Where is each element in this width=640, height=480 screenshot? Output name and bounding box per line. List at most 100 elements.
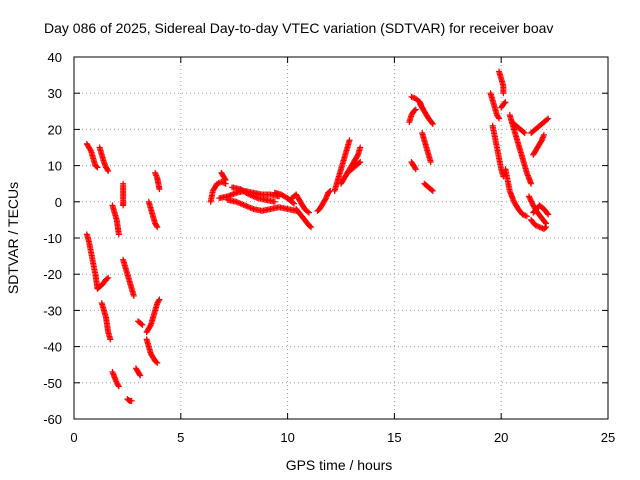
data-series (508, 119, 528, 137)
y-tick-label: 20 (48, 122, 62, 137)
data-point (544, 210, 551, 217)
y-tick-label: 10 (48, 159, 62, 174)
data-point (87, 146, 94, 153)
data-point (104, 275, 111, 282)
data-point (540, 131, 547, 138)
x-tick-label: 10 (280, 430, 294, 445)
data-series (344, 158, 364, 176)
data-point (429, 120, 436, 127)
x-tick-label: 5 (177, 430, 184, 445)
data-series (83, 140, 101, 171)
data-point (107, 336, 114, 343)
data-point (120, 202, 127, 209)
data-point (543, 224, 550, 231)
data-series (293, 206, 315, 231)
data-point (412, 166, 419, 173)
data-point (496, 115, 503, 122)
data-series (530, 202, 552, 218)
data-point (495, 114, 502, 121)
data-series (124, 396, 135, 404)
data-point (104, 166, 111, 173)
y-tick-label: 30 (48, 86, 62, 101)
data-point (542, 219, 549, 226)
data-point (427, 158, 434, 165)
data-series (314, 187, 334, 214)
data-point (115, 383, 122, 390)
data-series (288, 191, 312, 216)
data-point (221, 180, 228, 187)
data-point (153, 358, 160, 365)
y-tick-label: -20 (43, 267, 62, 282)
data-point (271, 198, 278, 205)
data-point (346, 137, 353, 144)
data-point (156, 186, 163, 193)
y-tick-label: -50 (43, 376, 62, 391)
data-series (135, 318, 146, 328)
data-point (304, 208, 311, 215)
data-series (525, 193, 550, 227)
axis-ticks (73, 56, 609, 420)
y-tick-labels: -60 -50 -40 -30 -20 -10 0 10 20 30 40 (43, 50, 62, 427)
data-series (528, 216, 550, 232)
data-point (156, 296, 163, 303)
data-series (218, 169, 229, 184)
data-series (145, 198, 161, 231)
data-points (83, 68, 552, 404)
y-tick-label: 0 (55, 195, 62, 210)
data-point (222, 177, 229, 184)
data-point (93, 163, 100, 170)
data-point (357, 158, 364, 165)
x-tick-label: 15 (387, 430, 401, 445)
y-tick-label: -40 (43, 340, 62, 355)
data-series (419, 130, 434, 165)
data-series (421, 180, 436, 194)
data-series (109, 202, 122, 238)
data-point (501, 100, 508, 107)
data-point (307, 223, 314, 230)
data-point (521, 130, 528, 137)
data-point (154, 224, 161, 231)
data-point (354, 152, 361, 159)
data-point (502, 99, 509, 106)
plot-frame (73, 56, 609, 420)
data-point (545, 211, 552, 218)
data-series (94, 274, 112, 292)
data-point (130, 292, 137, 299)
data-series (143, 336, 161, 366)
data-point (308, 224, 315, 231)
data-series (152, 169, 163, 193)
data-series (271, 189, 298, 207)
data-point (523, 213, 530, 220)
data-series (406, 106, 419, 126)
data-series (83, 231, 101, 292)
data-point (326, 188, 333, 195)
y-tick-label: -60 (43, 412, 62, 427)
data-series (489, 122, 507, 180)
data-series (120, 180, 127, 209)
data-point (105, 168, 112, 175)
data-point (136, 371, 143, 378)
data-series (506, 111, 535, 187)
y-axis-label: SDTVAR / TECUs (5, 182, 21, 294)
data-point (137, 372, 144, 379)
data-point (520, 129, 527, 136)
data-point (545, 115, 552, 122)
data-point (244, 190, 251, 197)
data-series (331, 137, 353, 194)
data-point (357, 144, 364, 151)
data-point (138, 320, 145, 327)
data-point (155, 297, 162, 304)
data-point (544, 116, 551, 123)
data-series (224, 196, 300, 214)
data-point (147, 323, 154, 330)
data-series (98, 300, 114, 343)
y-tick-label: 40 (48, 50, 62, 65)
data-series (229, 184, 278, 205)
data-point (428, 119, 435, 126)
data-point (221, 175, 228, 182)
x-tick-label: 0 (70, 430, 77, 445)
data-series (120, 256, 137, 299)
data-point (154, 359, 161, 366)
data-series (408, 158, 419, 173)
